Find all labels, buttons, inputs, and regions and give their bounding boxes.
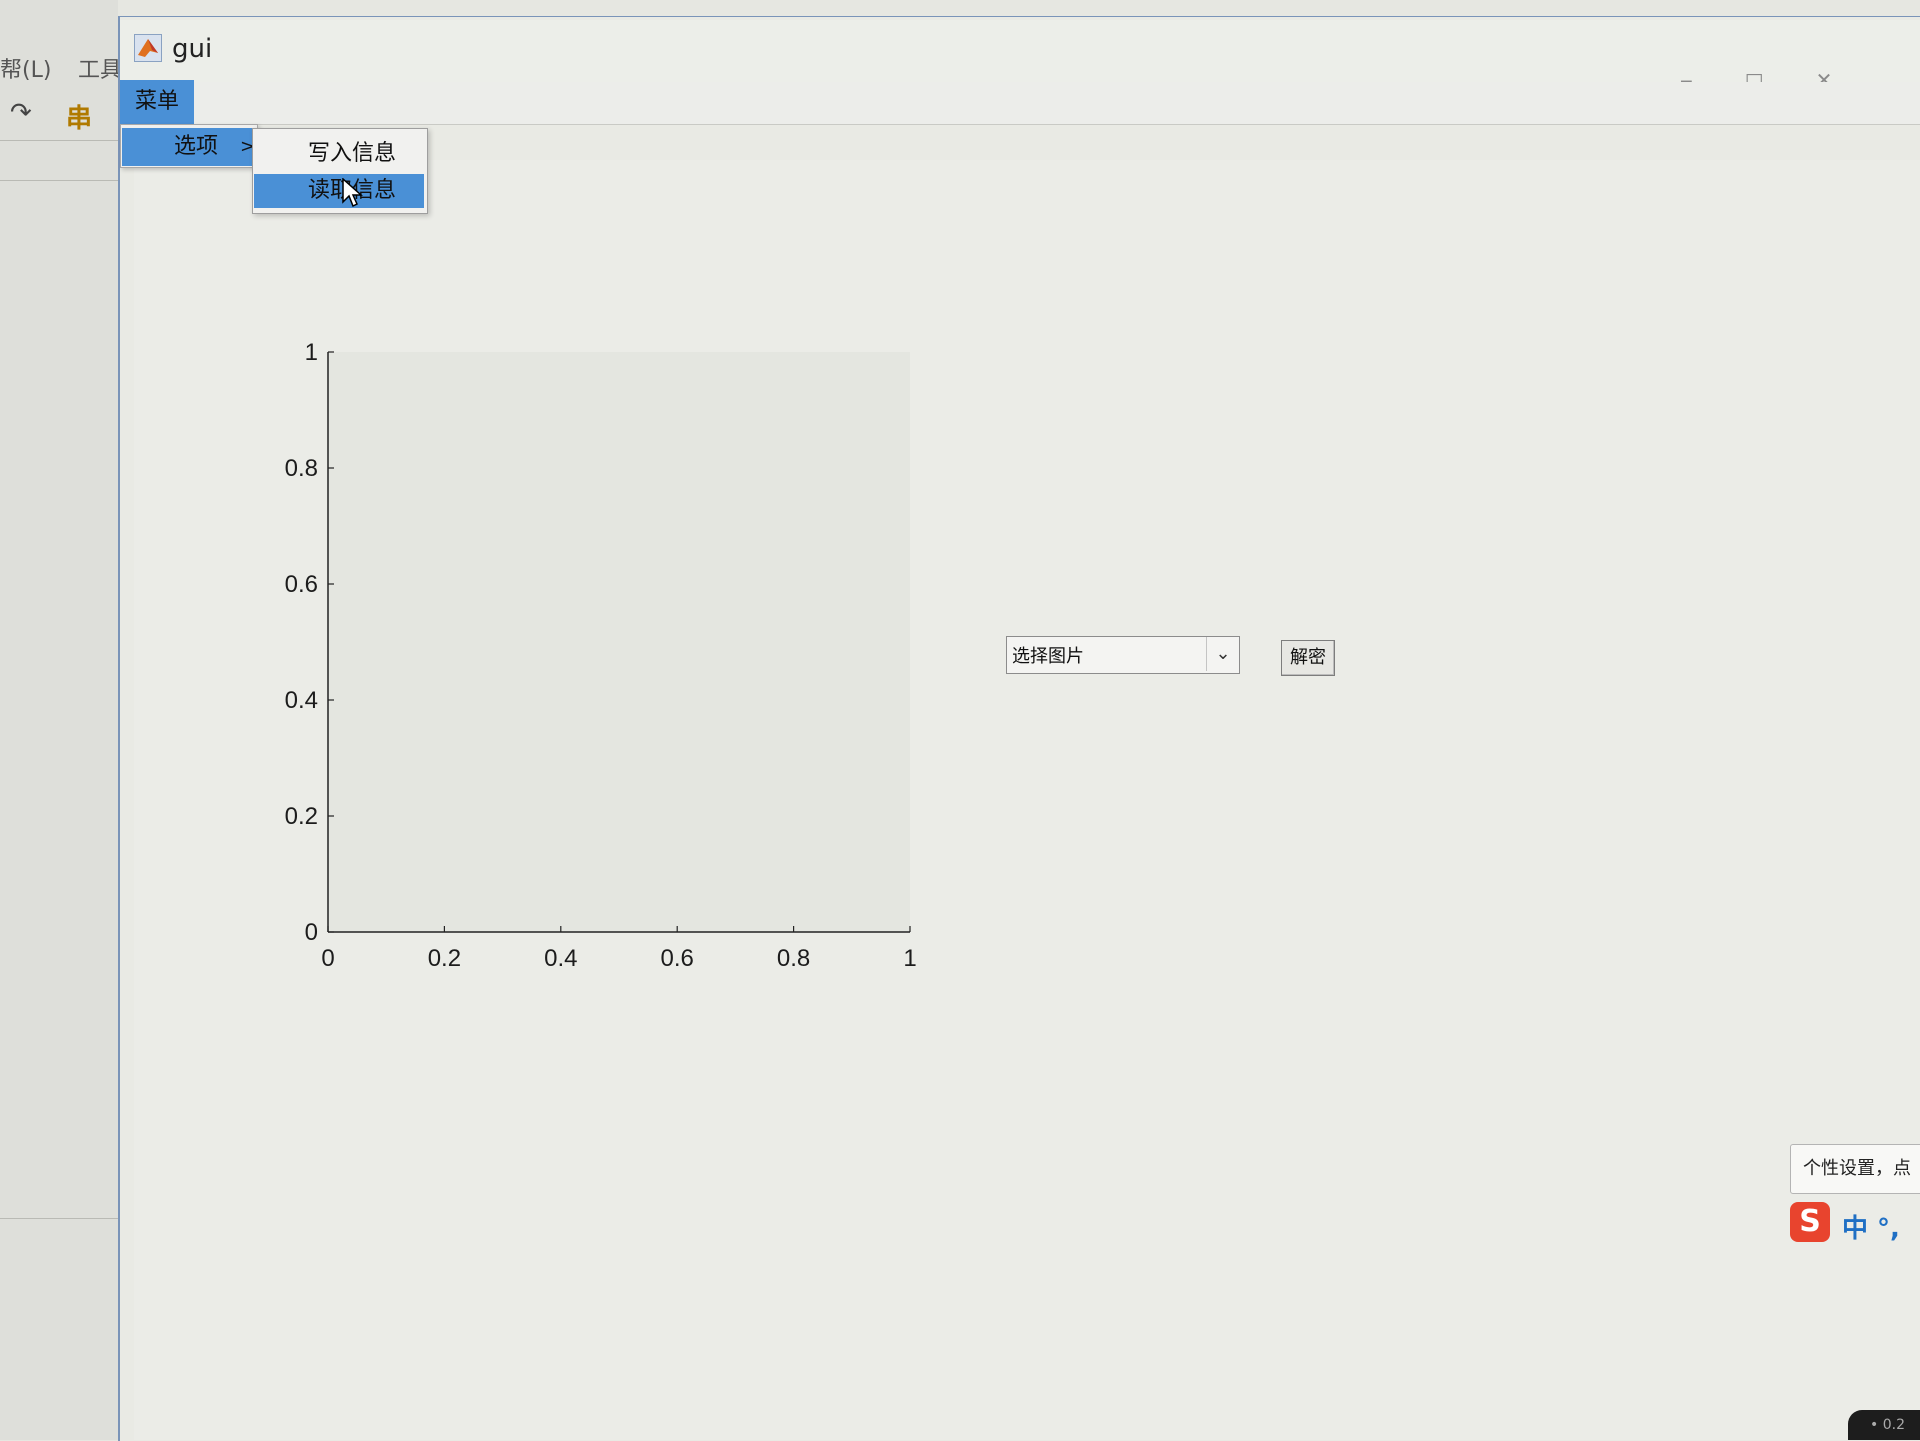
matlab-icon [134,34,162,62]
divider [0,140,118,141]
submenu-item-label: 写入信息 [308,141,397,166]
x-tick-label: 0.8 [777,945,810,972]
decrypt-button[interactable]: 解密 [1281,640,1335,676]
divider [0,1218,118,1219]
window-title: gui [172,34,213,64]
ime-mode-indicator[interactable]: 中 °, [1842,1214,1900,1244]
menu-item-label: 选项 [174,134,219,159]
corner-badge: • 0.2 [1848,1410,1920,1440]
axes-plot-area [328,352,910,932]
x-tick-label: 0.6 [661,945,694,972]
y-tick-label: 0.2 [285,803,318,830]
chevron-right-icon: > [240,136,256,157]
menu-item-xuanxiang[interactable]: 选项 > [122,128,256,166]
y-tick-label: 0.6 [285,571,318,598]
background-desktop [0,0,118,1440]
sogou-ime-icon[interactable]: S [1790,1202,1830,1242]
chevron-down-icon[interactable]: ⌄ [1206,637,1239,671]
divider [0,180,118,181]
image-select-dropdown[interactable] [1006,636,1240,674]
background-menu-tools: 工具 [78,58,123,83]
axes-chart: 0 0.2 0.4 0.6 0.8 1 0 0.2 0.4 0.6 0.8 1 [285,339,917,972]
x-tick-label: 0.4 [544,945,577,972]
redo-icon: ↷ [10,98,32,128]
x-tick-label: 1 [903,945,916,972]
background-menu-partial: 帮(L) [0,58,52,83]
submenu-item-read-info[interactable]: 读取信息 [254,174,424,208]
y-tick-label: 0 [305,919,318,946]
ime-tooltip: 个性设置，点 [1790,1144,1920,1194]
menu-bar [120,82,1920,125]
title-bar [120,20,1920,82]
y-tick-label: 0.4 [285,687,318,714]
x-tick-label: 0 [321,945,334,972]
y-tick-label: 0.8 [285,455,318,482]
image-select-value: 选择图片 [1012,646,1084,667]
submenu-item-write-info[interactable]: 写入信息 [254,136,424,172]
mouse-cursor-icon [342,178,363,208]
x-tick-label: 0.2 [428,945,461,972]
y-tick-label: 1 [305,339,318,366]
menu-caidan[interactable]: 菜单 [120,80,194,124]
toolbar-tool-icon: 串 [66,104,93,134]
